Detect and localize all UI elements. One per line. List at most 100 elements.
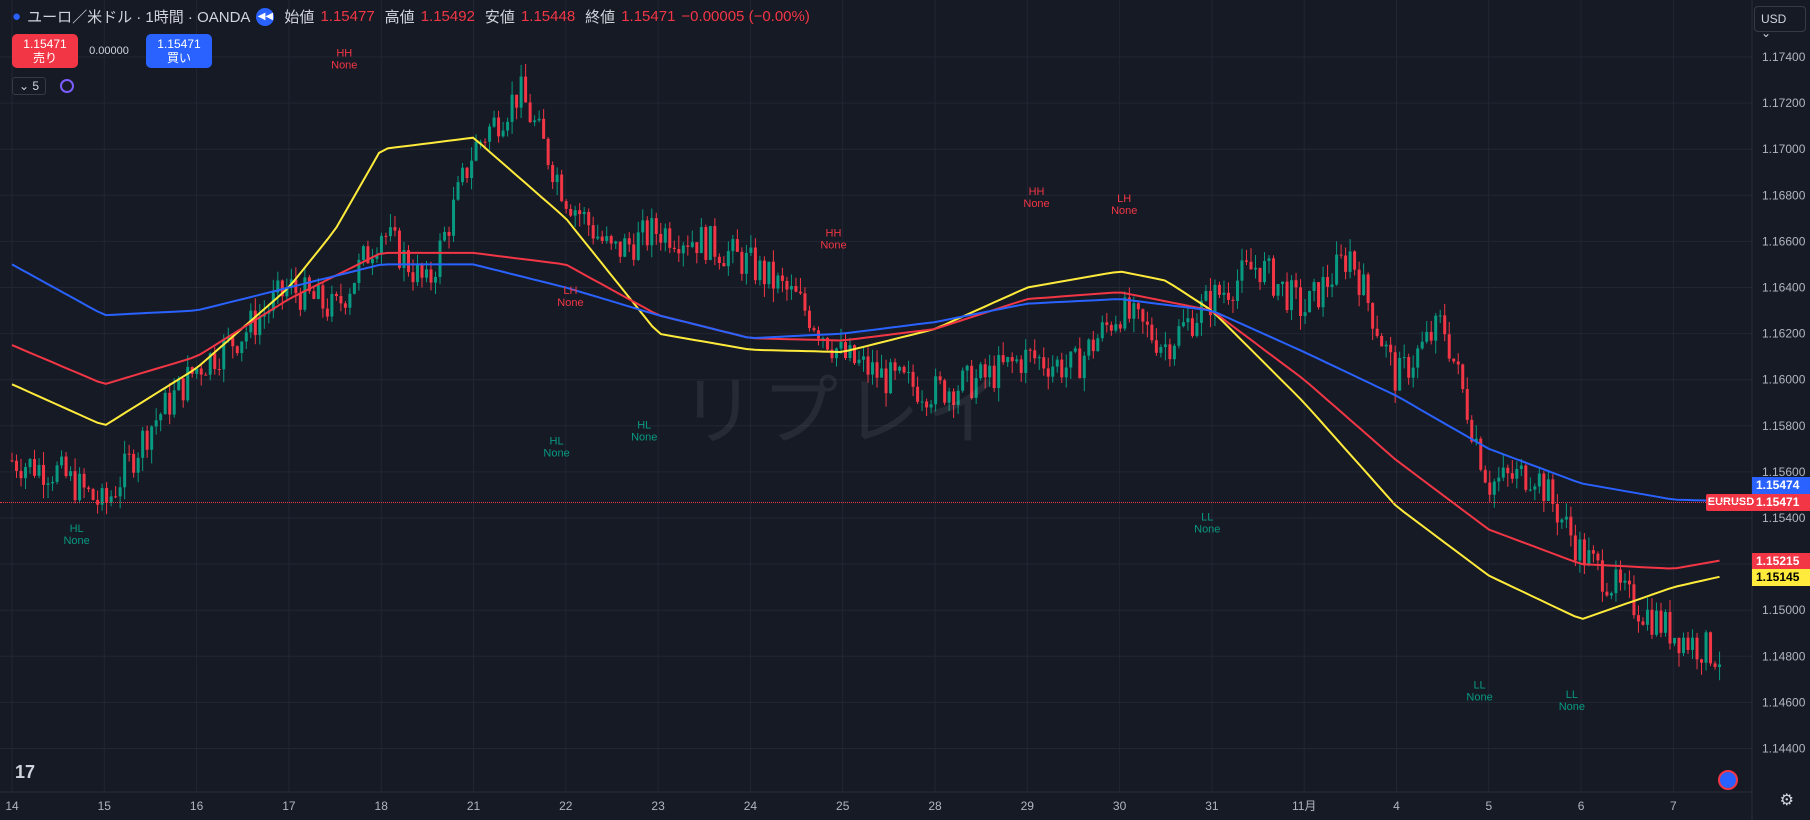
candle-body: [1087, 339, 1091, 356]
candle-body: [510, 94, 514, 122]
candle-body: [943, 380, 947, 403]
y-tick-label: 1.17000: [1762, 142, 1806, 156]
indicator-toggle-button[interactable]: ⌄ 5: [12, 77, 47, 95]
candle-body: [73, 471, 77, 501]
candle-body: [1263, 260, 1267, 283]
candle-body: [1389, 344, 1393, 353]
candle-body: [596, 236, 600, 239]
currency-select[interactable]: USD ⌄: [1754, 6, 1806, 40]
candle-body: [213, 353, 217, 370]
candle-body: [785, 280, 789, 290]
candle-body: [1465, 389, 1469, 420]
candle-body: [1542, 473, 1546, 502]
candle-body: [1294, 280, 1298, 288]
x-tick-label: 23: [651, 799, 665, 813]
candle-body: [979, 364, 983, 379]
candle-body: [132, 453, 136, 473]
candle-body: [767, 261, 771, 285]
candle-body: [1330, 284, 1334, 287]
candle-body: [1578, 539, 1582, 561]
replay-badge-icon[interactable]: [1718, 770, 1738, 790]
candle-body: [1276, 284, 1280, 296]
candle-body: [1015, 359, 1019, 362]
candle-body: [1326, 277, 1330, 287]
candle-body: [1636, 615, 1640, 622]
candle-body: [1249, 261, 1253, 270]
buy-button[interactable]: 1.15471 買い: [146, 34, 212, 68]
y-tick-label: 1.17400: [1762, 50, 1806, 64]
candle-body: [659, 233, 663, 243]
candle-body: [632, 244, 636, 260]
candle-body: [208, 353, 212, 375]
candle-body: [64, 456, 68, 477]
candle-body: [1096, 338, 1100, 352]
candle-body: [343, 303, 347, 308]
candle-body: [880, 368, 884, 378]
candle-body: [424, 269, 428, 278]
candle-body: [740, 251, 744, 274]
candle-body: [1208, 291, 1212, 316]
candle-body: [204, 374, 208, 376]
candle-body: [334, 293, 338, 297]
candle-body: [240, 341, 244, 354]
candle-body: [875, 362, 879, 378]
candle-body: [60, 456, 64, 466]
candle-body: [1046, 368, 1050, 377]
candle-body: [150, 426, 154, 450]
x-tick-label: 24: [744, 799, 758, 813]
candle-body: [749, 247, 753, 253]
candle-body: [1411, 367, 1415, 378]
candle-body: [839, 341, 843, 349]
candle-body: [573, 210, 577, 216]
candle-body: [1668, 611, 1672, 644]
x-tick-label: 15: [98, 799, 112, 813]
sell-button[interactable]: 1.15471 売り: [12, 34, 78, 68]
swing-label: HL: [550, 435, 564, 447]
swing-label: HH: [826, 227, 842, 239]
candle-body: [992, 365, 996, 389]
candle-body: [1366, 274, 1370, 304]
swing-sublabel: None: [1559, 701, 1585, 713]
candle-body: [762, 260, 766, 285]
swing-sublabel: None: [1194, 523, 1220, 535]
replay-back-icon[interactable]: ◀◀: [256, 7, 275, 26]
candle-body: [1663, 611, 1667, 633]
candle-body: [1123, 297, 1127, 329]
candle-body: [1353, 251, 1357, 270]
candle-body: [1654, 610, 1658, 635]
indicator-count: 5: [32, 79, 40, 93]
candle-body: [1213, 284, 1217, 316]
x-tick-label: 21: [467, 799, 481, 813]
candle-body: [231, 336, 235, 347]
y-tick-label: 1.16000: [1762, 373, 1806, 387]
swing-sublabel: None: [63, 535, 89, 547]
candle-body: [434, 276, 438, 283]
candle-body: [1082, 355, 1086, 379]
candle-body: [1447, 334, 1451, 359]
high-label: 高値: [384, 9, 415, 26]
change-value: −0.00005 (−0.00%): [681, 8, 810, 25]
swing-label: LL: [1566, 689, 1578, 701]
candle-body: [339, 296, 343, 304]
candle-body: [555, 174, 559, 183]
candle-body: [1141, 309, 1145, 322]
candle-body: [1600, 560, 1604, 592]
candle-body: [1384, 344, 1388, 347]
gear-icon[interactable]: ⚙: [1779, 792, 1794, 809]
symbol-title[interactable]: ユーロ／米ドル · 1時間 · OANDA: [27, 9, 251, 26]
candle-body: [1308, 290, 1312, 313]
candle-body: [1398, 358, 1402, 391]
candle-body: [136, 457, 140, 473]
swing-sublabel: None: [543, 447, 569, 459]
candle-body: [542, 118, 546, 139]
candle-body: [1235, 280, 1239, 302]
candle-body: [321, 285, 325, 309]
candle-body: [1105, 322, 1109, 325]
tradingview-logo-icon[interactable]: 17: [15, 762, 36, 782]
candle-body: [677, 249, 681, 254]
candle-body: [974, 378, 978, 398]
x-tick-label: 14: [5, 799, 19, 813]
trade-panel: 1.15471 売り 0.00000 1.15471 買い: [12, 34, 212, 68]
candle-body: [1519, 465, 1523, 470]
